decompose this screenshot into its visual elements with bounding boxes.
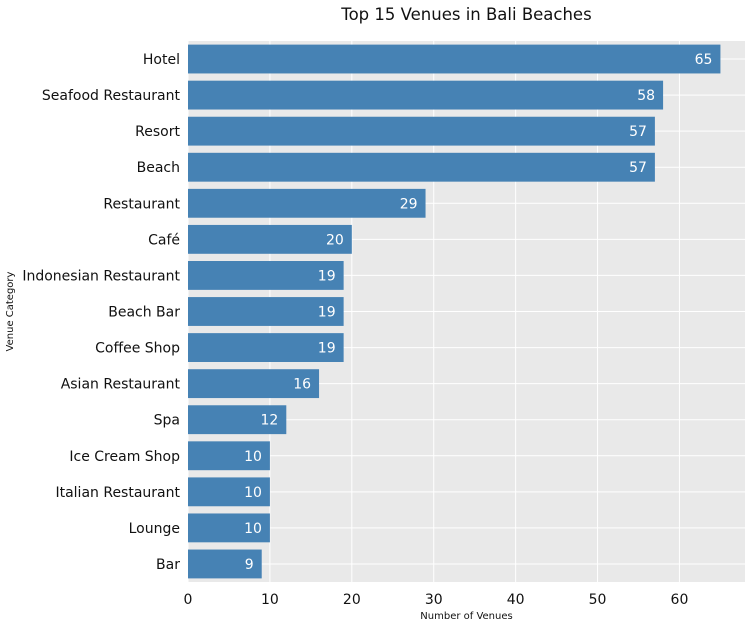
x-tick-label: 50 [589, 592, 607, 608]
value-labels: 65 58 57 57 29 20 19 19 19 16 12 10 10 10 9 [244, 52, 712, 573]
bar-value-label: 19 [318, 305, 336, 321]
bar-value-label: 58 [637, 88, 655, 104]
bar-value-label: 10 [244, 449, 262, 465]
bar [188, 116, 655, 146]
bar [188, 333, 344, 362]
category-label: Seafood Restaurant [42, 88, 181, 104]
category-label: Beach Bar [108, 305, 180, 321]
category-label: Italian Restaurant [55, 485, 180, 501]
bar-value-label: 16 [293, 377, 311, 393]
category-label: Restaurant [103, 196, 180, 212]
bars [188, 44, 721, 579]
x-tick-label: 10 [261, 592, 279, 608]
bar-value-label: 65 [695, 52, 713, 68]
x-tick-label: 0 [184, 592, 193, 608]
category-label: Asian Restaurant [61, 377, 181, 393]
chart-title: Top 15 Venues in Bali Beaches [340, 5, 591, 24]
category-label: Ice Cream Shop [69, 449, 180, 465]
x-tick-label: 30 [425, 592, 443, 608]
category-label: Bar [156, 557, 180, 573]
bar [188, 80, 664, 110]
x-tick-label: 40 [507, 592, 525, 608]
bar-value-label: 10 [244, 485, 262, 501]
x-tick-label: 20 [343, 592, 361, 608]
x-tick-label: 60 [671, 592, 689, 608]
category-label: Coffee Shop [95, 341, 180, 357]
x-axis-label: Number of Venues [420, 611, 512, 622]
bar-value-label: 57 [629, 160, 647, 176]
category-label: Resort [135, 124, 180, 140]
bar-value-label: 9 [245, 557, 254, 573]
bar-value-label: 10 [244, 521, 262, 537]
bar [188, 44, 721, 74]
bar [188, 405, 287, 435]
bar-value-label: 29 [400, 196, 418, 212]
bar-value-label: 19 [318, 268, 336, 284]
bar [188, 152, 655, 182]
category-label: Hotel [143, 52, 180, 68]
category-labels: Hotel Seafood Restaurant Resort Beach Restau… [22, 52, 180, 573]
bar [188, 477, 270, 507]
y-axis-label: Venue Category [5, 271, 16, 351]
x-tick-labels: 0 10 20 30 40 50 60 [184, 592, 689, 608]
bar [188, 261, 344, 290]
category-label: Indonesian Restaurant [22, 268, 180, 284]
category-label: Spa [154, 413, 180, 429]
bar [188, 297, 344, 326]
bar-value-label: 19 [318, 341, 336, 357]
bar [188, 513, 270, 543]
bar-value-label: 12 [260, 413, 278, 429]
bar [188, 224, 352, 254]
bar [188, 549, 262, 579]
bar [188, 441, 270, 471]
category-label: Lounge [129, 521, 180, 537]
bar-value-label: 57 [629, 124, 647, 140]
bar [188, 369, 320, 399]
bar-value-label: 20 [326, 232, 344, 248]
category-label: Beach [137, 160, 180, 176]
bar [188, 188, 426, 218]
category-label: Café [148, 232, 180, 248]
